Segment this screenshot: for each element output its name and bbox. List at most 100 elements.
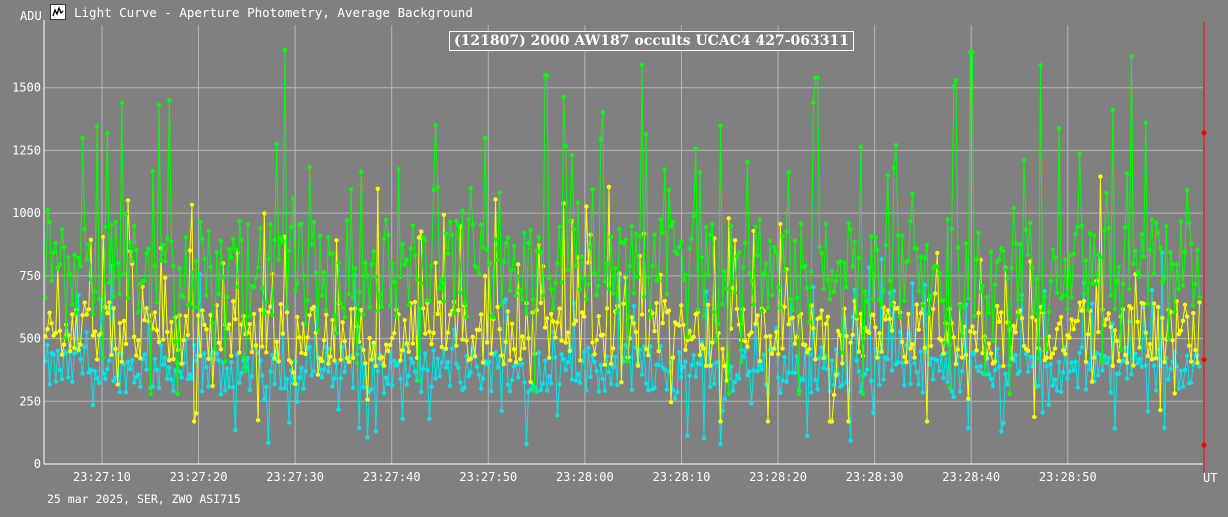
data-point (933, 291, 938, 296)
data-point (908, 346, 913, 351)
data-point (1069, 360, 1074, 365)
data-point (169, 239, 174, 244)
data-point (761, 352, 767, 357)
data-point (1187, 343, 1192, 348)
data-point (914, 369, 919, 375)
data-point (227, 384, 232, 390)
data-point (867, 330, 872, 336)
data-point (408, 356, 414, 361)
data-point (55, 348, 60, 354)
data-point (580, 310, 585, 315)
data-point (1102, 354, 1107, 359)
data-point (51, 352, 56, 357)
data-point (726, 216, 731, 221)
data-point (464, 314, 469, 319)
data-point (322, 270, 327, 275)
data-point (319, 375, 325, 380)
data-point (774, 326, 779, 331)
data-point (165, 376, 170, 381)
data-point (410, 223, 416, 228)
data-point (796, 391, 802, 396)
data-point (1178, 368, 1184, 373)
data-point (1151, 301, 1157, 306)
data-point (763, 334, 769, 339)
data-point (121, 272, 127, 277)
data-point (689, 236, 694, 241)
data-point (743, 348, 748, 353)
data-point (974, 256, 979, 262)
data-point (916, 289, 921, 294)
data-point (299, 221, 304, 226)
data-point (379, 304, 385, 309)
data-point (338, 357, 343, 362)
data-point (745, 344, 750, 349)
data-point (227, 247, 232, 252)
data-point (202, 351, 207, 356)
data-point (598, 136, 603, 142)
data-point (346, 359, 352, 364)
data-point (70, 312, 75, 317)
data-point (495, 304, 500, 310)
data-point (419, 229, 424, 234)
data-point (941, 351, 946, 356)
data-point (90, 333, 96, 338)
data-point (1141, 254, 1146, 259)
data-point (976, 369, 981, 374)
data-point (113, 220, 118, 225)
data-point (957, 303, 963, 308)
data-point (437, 373, 442, 379)
data-point (441, 212, 447, 217)
data-point (800, 377, 806, 383)
data-point (1089, 301, 1095, 306)
data-point (173, 339, 178, 344)
data-point (710, 221, 715, 227)
data-point (970, 324, 975, 329)
data-point (449, 346, 455, 351)
data-point (80, 135, 85, 141)
data-point (253, 343, 259, 348)
data-point (1098, 352, 1103, 357)
data-point (776, 351, 781, 357)
data-point (272, 381, 277, 387)
data-point (803, 263, 808, 268)
data-point (555, 413, 560, 418)
data-point (780, 346, 785, 351)
data-point (877, 382, 882, 388)
data-point (949, 389, 954, 394)
data-point (224, 366, 230, 371)
data-point (189, 202, 195, 207)
data-point (371, 340, 376, 345)
data-point (1112, 426, 1118, 431)
data-point (373, 274, 378, 280)
light-curve-app-icon[interactable] (50, 4, 66, 20)
data-point (82, 300, 87, 305)
data-point (524, 311, 529, 316)
data-point (532, 388, 537, 394)
data-point (701, 346, 707, 351)
data-point (662, 167, 667, 172)
data-point (456, 222, 461, 228)
data-point (138, 384, 143, 389)
data-point (443, 231, 449, 236)
data-point (483, 136, 488, 141)
data-point (505, 309, 511, 314)
data-point (509, 378, 515, 383)
data-point (935, 358, 940, 363)
data-point (206, 228, 211, 234)
data-point (220, 275, 226, 280)
data-point (1145, 302, 1151, 307)
data-point (1028, 220, 1033, 226)
data-point (974, 348, 979, 353)
data-point (559, 280, 564, 285)
data-point (408, 246, 414, 251)
time-cursor (1201, 22, 1207, 472)
data-point (59, 352, 65, 357)
data-point (788, 297, 793, 302)
data-point (78, 264, 83, 269)
data-point (1011, 205, 1016, 211)
data-point (522, 380, 527, 385)
data-point (460, 337, 465, 342)
data-point (753, 321, 758, 326)
data-point (1153, 220, 1159, 225)
